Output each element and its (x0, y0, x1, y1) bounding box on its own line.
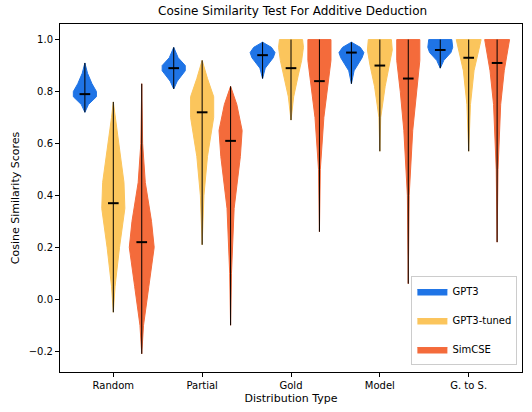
svg-text:GPT3: GPT3 (452, 286, 478, 297)
svg-text:SimCSE: SimCSE (452, 344, 491, 355)
svg-text:Partial: Partial (186, 380, 217, 391)
svg-text:0.6: 0.6 (37, 138, 53, 149)
svg-text:Random: Random (93, 380, 134, 391)
svg-text:GPT3-tuned: GPT3-tuned (452, 315, 511, 326)
svg-text:Distribution Type: Distribution Type (245, 392, 338, 405)
svg-text:1.0: 1.0 (37, 34, 53, 45)
svg-text:Cosine Similarity Test For Add: Cosine Similarity Test For Additive Dedu… (158, 4, 427, 18)
svg-text:0.2: 0.2 (37, 242, 53, 253)
svg-text:Cosine Similarity Scores: Cosine Similarity Scores (9, 131, 22, 264)
svg-text:Gold: Gold (280, 380, 303, 391)
svg-text:Model: Model (365, 380, 395, 391)
svg-text:0.0: 0.0 (37, 294, 53, 305)
svg-text:−0.2: −0.2 (29, 346, 53, 357)
svg-text:G. to S.: G. to S. (450, 380, 487, 391)
svg-text:0.8: 0.8 (37, 86, 53, 97)
svg-text:0.4: 0.4 (37, 190, 53, 201)
